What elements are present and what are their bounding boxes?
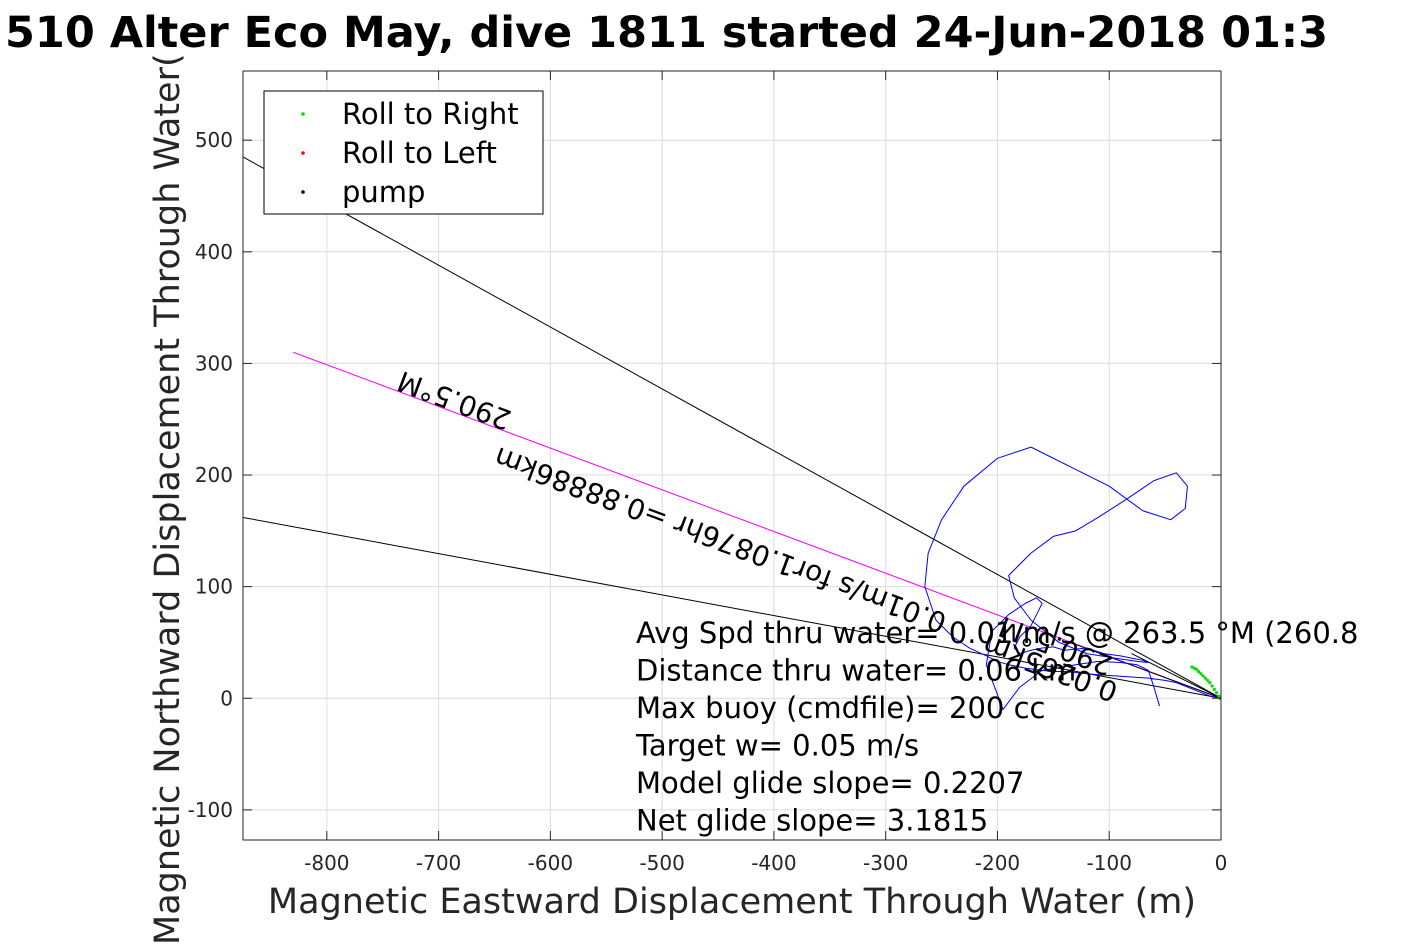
legend-items: Roll to Right Roll to Left pump [301, 97, 519, 209]
reference-line [243, 156, 1221, 699]
x-tick-label: -100 [1087, 851, 1132, 875]
roll-right-point [1212, 687, 1216, 691]
roll-right-point [1203, 676, 1207, 680]
chart-title: 510 Alter Eco May, dive 1811 started 24-… [5, 8, 1328, 58]
stat-line: Max buoy (cmdfile)= 200 cc [636, 691, 1045, 725]
legend-label: pump [342, 175, 425, 209]
reference-line [1069, 641, 1221, 699]
y-tick-label: 500 [195, 128, 233, 152]
x-tick-label: -400 [751, 851, 796, 875]
legend: Roll to Right Roll to Left pump [263, 90, 544, 215]
dive-track [924, 446, 1221, 710]
legend-label: Roll to Left [342, 136, 497, 170]
y-tick-label: 0 [220, 686, 233, 710]
roll-right-point [1199, 672, 1203, 676]
axes-box [242, 70, 1222, 841]
grid-lines [243, 71, 1222, 840]
stat-line: Target w= 0.05 m/s [635, 729, 919, 763]
y-tick-label: 400 [195, 240, 233, 264]
x-tick-label: -600 [528, 851, 573, 875]
roll-right-point [1210, 684, 1214, 688]
x-axis-ticks: -800 -700 -600 -500 -400 -300 -200 -100 0 [304, 71, 1227, 875]
legend-box [263, 90, 544, 215]
roll-right-point [1205, 678, 1210, 682]
scatter-points [1190, 665, 1221, 700]
x-tick-label: -500 [639, 851, 684, 875]
y-axis-label: Magnetic Northward Displacement Through … [148, 53, 188, 945]
reference-line [293, 351, 1221, 699]
stat-line: Model glide slope= 0.2207 [636, 766, 1024, 800]
legend-marker [301, 112, 305, 116]
x-tick-label: -800 [304, 851, 349, 875]
roll-right-point [1201, 674, 1205, 678]
y-axis-ticks: -100 0 100 200 300 400 500 [188, 128, 1221, 822]
stat-line: Distance thru water= 0.06 km [636, 654, 1076, 688]
stat-line: Avg Spd thru water= 0.01 m/s @ 263.5 °M … [636, 616, 1358, 650]
x-tick-label: 0 [1215, 851, 1228, 875]
legend-marker [301, 151, 305, 155]
y-tick-label: 200 [195, 463, 233, 487]
roll-right-point [1197, 669, 1201, 674]
roll-right-point [1190, 665, 1194, 669]
stats-text-block: Avg Spd thru water= 0.01 m/s @ 263.5 °M … [635, 616, 1358, 838]
roll-right-point [1208, 681, 1212, 685]
track-line [924, 446, 1221, 710]
x-tick-label: -700 [416, 851, 461, 875]
legend-marker [301, 190, 305, 194]
roll-right-point [1217, 694, 1221, 698]
y-tick-label: -100 [188, 798, 233, 822]
y-tick-label: 100 [195, 575, 233, 599]
roll-right-point [1214, 691, 1219, 695]
y-tick-label: 300 [195, 351, 233, 375]
legend-label: Roll to Right [342, 97, 519, 131]
stat-line: Net glide slope= 3.1815 [636, 804, 988, 838]
reference-line [1131, 653, 1221, 699]
x-tick-label: -200 [975, 851, 1020, 875]
x-axis-label: Magnetic Eastward Displacement Through W… [268, 882, 1196, 922]
x-tick-label: -300 [863, 851, 908, 875]
